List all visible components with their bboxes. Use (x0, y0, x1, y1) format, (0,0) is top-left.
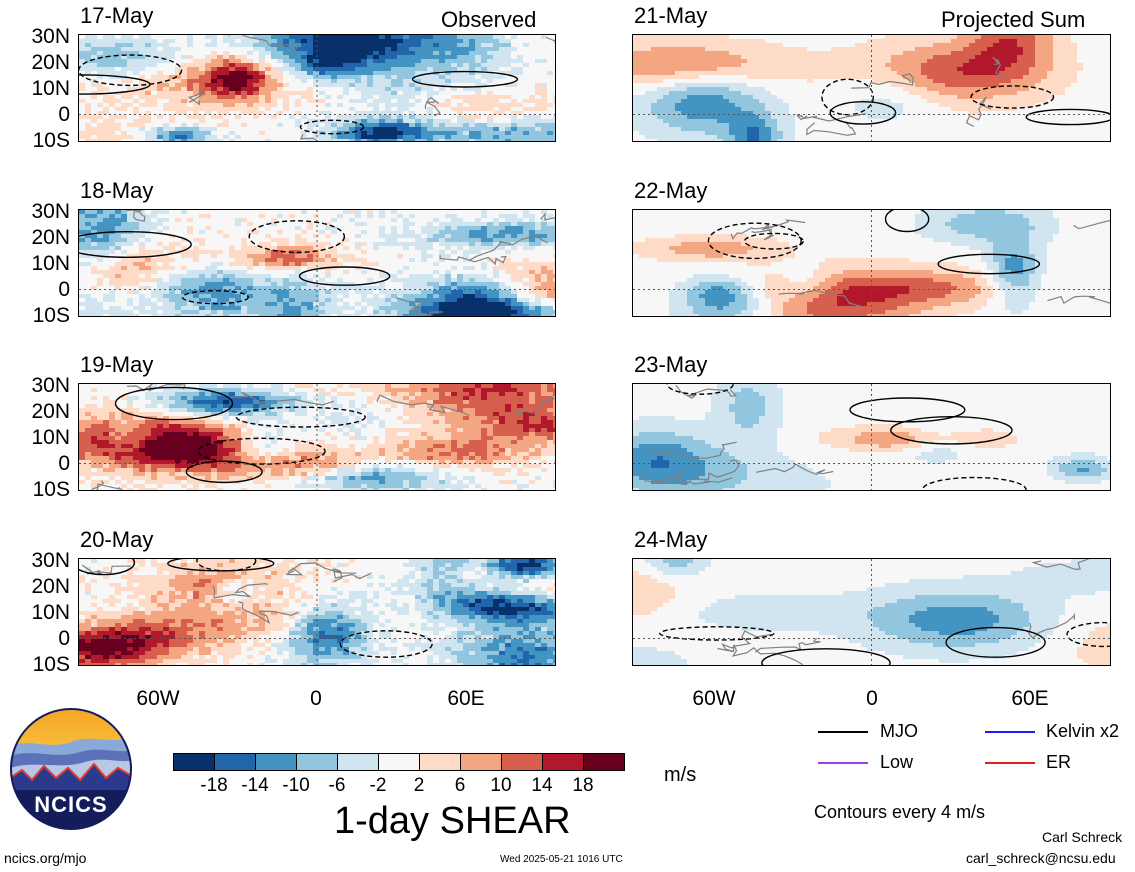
panel-date-observed-2: 18-May (80, 178, 154, 203)
legend-label-er: ER (1046, 752, 1072, 772)
lat-label: 0 (58, 627, 70, 650)
lat-label: 10N (31, 426, 70, 449)
footer-url: ncics.org/mjo (4, 850, 87, 866)
lon-label: 60E (447, 687, 485, 710)
map-panel-observed-1 (78, 34, 556, 142)
footer-timestamp: Wed 2025-05-21 1016 UTC (500, 854, 623, 865)
lat-label: 20N (31, 51, 70, 74)
legend-label-low: Low (880, 752, 914, 772)
colorbar-cell (419, 753, 461, 771)
lon-label: 60W (136, 687, 180, 710)
lat-label: 30N (31, 25, 70, 48)
colorbar-cell (583, 753, 625, 771)
map-panel-projected-4 (632, 558, 1111, 666)
map-panel-projected-3 (632, 383, 1111, 491)
lat-label: 20N (31, 575, 70, 598)
lat-label: 10S (32, 653, 70, 676)
legend-line-low (818, 762, 868, 764)
lat-label: 30N (31, 549, 70, 572)
colorbar-cell (337, 753, 379, 771)
lat-label: 10S (32, 478, 70, 501)
colorbar-tick-label: 10 (490, 775, 512, 796)
lat-label: 30N (31, 200, 70, 223)
logo-text: NCICS (34, 792, 108, 817)
panel-date-observed-3: 19-May (80, 352, 154, 377)
lat-label: 20N (31, 400, 70, 423)
lat-label: 0 (58, 103, 70, 126)
lon-label: 0 (866, 687, 878, 710)
lon-label: 60W (692, 687, 736, 710)
colorbar-units: m/s (664, 764, 697, 786)
map-panel-observed-3 (78, 383, 556, 491)
panel-date-projected-2: 22-May (634, 178, 708, 203)
colorbar-tick-label: -2 (369, 775, 387, 796)
lat-label: 10S (32, 129, 70, 152)
lat-label: 0 (58, 452, 70, 475)
map-panel-projected-1 (632, 34, 1111, 142)
panel-date-projected-1: 21-May (634, 3, 708, 28)
colorbar-tick-label: -10 (282, 775, 310, 796)
colorbar-tick-label: 18 (572, 775, 594, 796)
colorbar-tick-label: 2 (413, 775, 425, 796)
colorbar-tick-label: 14 (531, 775, 553, 796)
lat-label: 20N (31, 226, 70, 249)
lat-label: 30N (31, 374, 70, 397)
colorbar-tick-label: -14 (241, 775, 269, 796)
colorbar-cell (255, 753, 297, 771)
colorbar-cell (460, 753, 502, 771)
lat-label: 10N (31, 601, 70, 624)
lat-label: 10N (31, 252, 70, 275)
lat-label: 0 (58, 278, 70, 301)
panel-date-projected-4: 24-May (634, 527, 708, 552)
colorbar-cell (542, 753, 584, 771)
observed-label: Observed (441, 7, 537, 32)
projected-label: Projected Sum (941, 7, 1086, 32)
footer-email: carl_schreck@ncsu.edu (966, 850, 1116, 866)
colorbar-tick-label: -6 (328, 775, 346, 796)
footer-author: Carl Schreck (1042, 829, 1123, 845)
contour-note: Contours every 4 m/s (814, 802, 986, 822)
map-panel-observed-4 (78, 558, 556, 666)
legend-line-er (985, 762, 1035, 764)
panel-date-projected-3: 23-May (634, 352, 708, 377)
lat-label: 10N (31, 77, 70, 100)
colorbar-tick-label: -18 (200, 775, 228, 796)
panel-date-observed-4: 20-May (80, 527, 154, 552)
colorbar-cell (296, 753, 338, 771)
legend-label-mjo: MJO (880, 721, 918, 741)
colorbar-title: 1-day SHEAR (334, 800, 571, 842)
map-panel-observed-2 (78, 209, 556, 317)
map-panel-projected-2 (632, 209, 1111, 317)
legend-label-kelvin: Kelvin x2 (1046, 721, 1120, 741)
legend-line-kelvin (985, 731, 1035, 733)
colorbar-tick-label: 6 (454, 775, 466, 796)
ncics-logo: NCICS (10, 708, 132, 830)
colorbar-cell (173, 753, 215, 771)
colorbar-cell (501, 753, 543, 771)
colorbar-cell (378, 753, 420, 771)
colorbar-cell (214, 753, 256, 771)
lon-label: 60E (1011, 687, 1049, 710)
lon-label: 0 (310, 687, 322, 710)
legend-line-mjo (818, 731, 868, 733)
lat-label: 10S (32, 304, 70, 327)
panel-date-observed-1: 17-May (80, 3, 154, 28)
